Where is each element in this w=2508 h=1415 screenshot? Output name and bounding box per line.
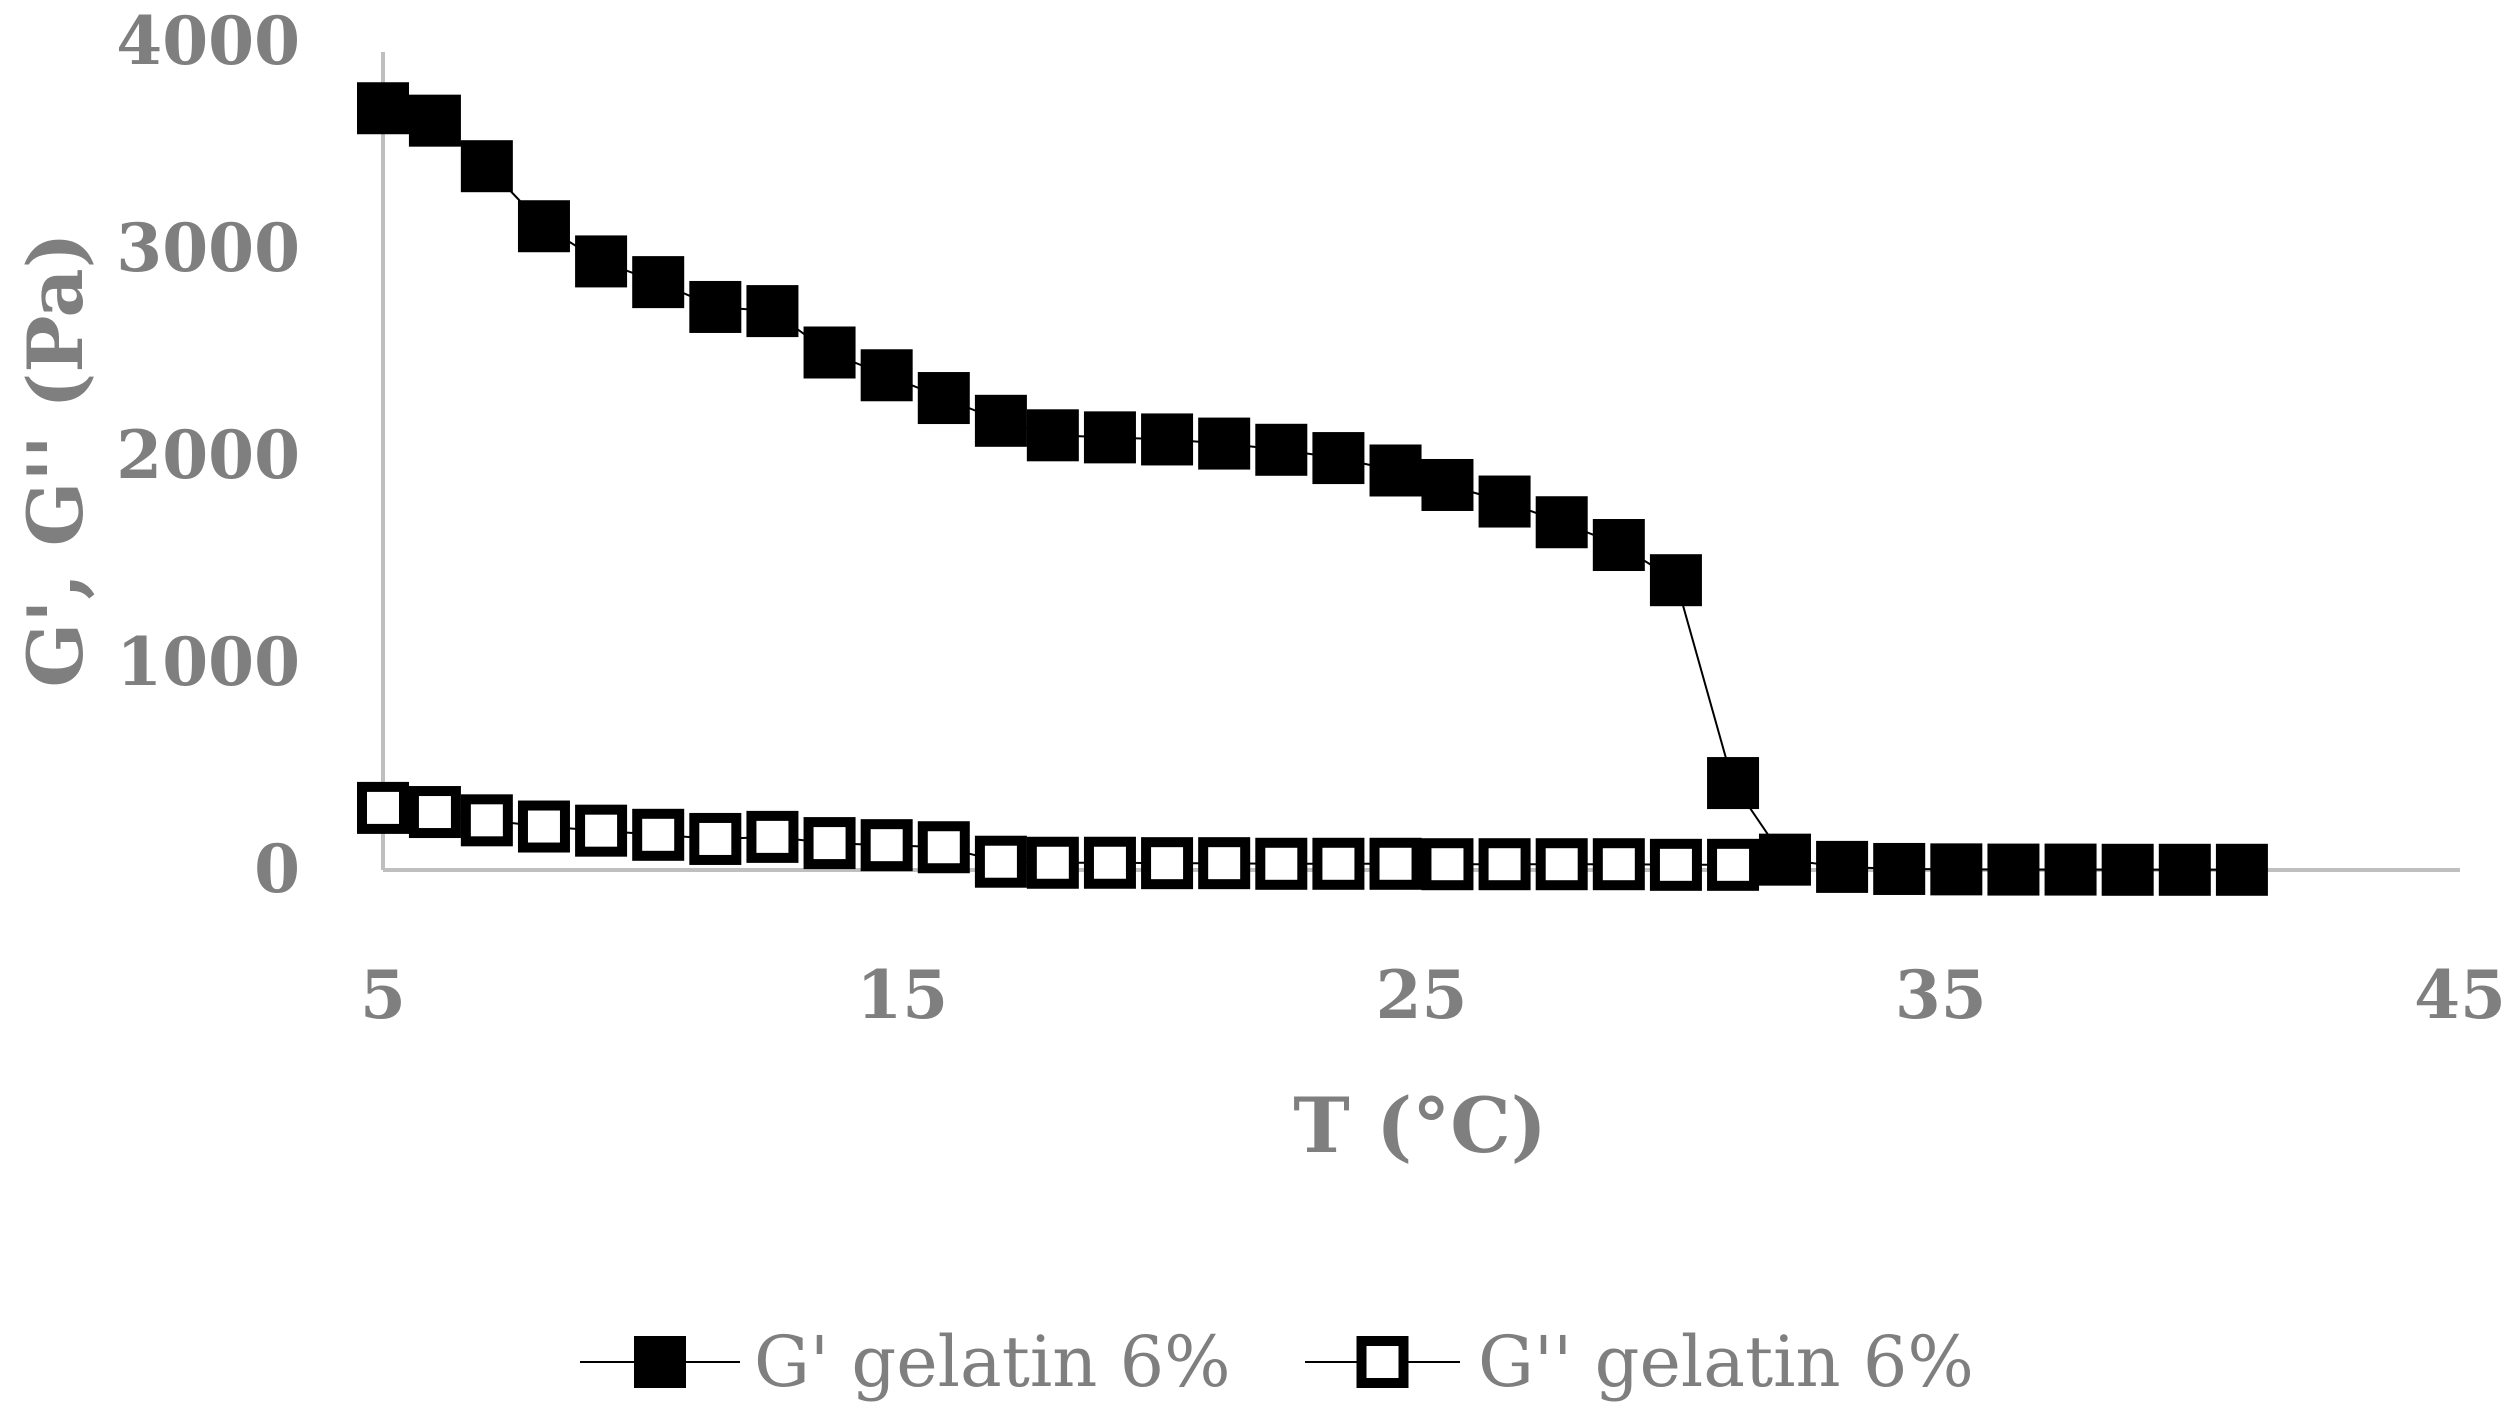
data-point	[357, 781, 409, 834]
y-tick-label: 1000	[116, 623, 300, 701]
data-point	[575, 804, 628, 857]
series-layer	[357, 82, 2268, 896]
data-point	[1758, 833, 1811, 886]
data-point	[1255, 423, 1308, 476]
data-point	[860, 349, 913, 402]
y-tick-label: 2000	[116, 416, 300, 494]
data-point	[575, 235, 628, 288]
data-point	[1369, 444, 1422, 497]
data-point	[1421, 838, 1474, 891]
legend-item: G' gelatin 6%	[580, 1321, 1231, 1403]
data-point	[1707, 757, 1760, 810]
data-point	[746, 285, 799, 338]
data-point	[917, 372, 970, 425]
data-point	[1478, 838, 1531, 891]
data-point	[860, 819, 913, 872]
data-point	[803, 326, 856, 379]
data-point	[1312, 837, 1365, 890]
data-point	[2101, 843, 2154, 896]
legend-label: G'' gelatin 6%	[1478, 1321, 1974, 1403]
data-point	[1141, 837, 1194, 890]
x-tick-label: 35	[1895, 956, 1987, 1034]
data-point	[2215, 843, 2268, 896]
data-point	[1026, 409, 1079, 462]
data-point	[1649, 838, 1702, 891]
data-point	[408, 94, 461, 147]
data-point	[1141, 413, 1194, 466]
data-point	[408, 786, 461, 839]
data-point	[689, 280, 742, 333]
data-point	[632, 808, 685, 861]
tick-labels: 5 15 25 35 45 0 1000 2000 3000 4000	[116, 2, 2506, 1034]
data-point	[1198, 837, 1251, 890]
data-point	[2044, 843, 2097, 896]
data-point	[1083, 836, 1136, 889]
data-point	[917, 821, 970, 874]
data-point	[1026, 836, 1079, 889]
y-tick-label: 0	[254, 830, 300, 908]
data-point	[1592, 519, 1645, 572]
data-point	[632, 256, 685, 309]
data-point	[460, 794, 513, 847]
x-tick-label: 45	[2414, 956, 2506, 1034]
data-point	[2158, 843, 2211, 896]
legend-item: G'' gelatin 6%	[1305, 1321, 1974, 1403]
data-point	[1649, 554, 1702, 607]
data-point	[1816, 840, 1869, 893]
data-point	[1083, 411, 1136, 464]
data-point	[1707, 838, 1760, 891]
legend: G' gelatin 6% G'' gelatin 6%	[580, 1321, 1974, 1403]
data-point	[1255, 837, 1308, 890]
data-point	[460, 140, 513, 193]
data-point	[1312, 432, 1365, 485]
data-point	[803, 817, 856, 870]
y-axis-title: G', G'' (Pa)	[11, 232, 100, 687]
series-g-prime	[357, 82, 2268, 896]
data-point	[1478, 475, 1531, 528]
data-point	[746, 810, 799, 863]
data-point	[974, 835, 1027, 888]
data-point	[1987, 843, 2040, 896]
data-point	[357, 82, 409, 135]
x-tick-label: 25	[1376, 956, 1468, 1034]
data-point	[1369, 837, 1422, 890]
x-axis-title: T (°C)	[1293, 1081, 1546, 1170]
data-point	[689, 812, 742, 865]
data-point	[517, 800, 570, 853]
series-g-double-prime	[357, 781, 1760, 891]
data-point	[1535, 838, 1588, 891]
series-line	[382, 107, 2242, 871]
data-point	[974, 394, 1027, 447]
data-point	[1535, 496, 1588, 549]
data-point	[1873, 842, 1926, 895]
y-tick-label: 4000	[116, 2, 300, 80]
data-point	[1930, 843, 1983, 896]
legend-label: G' gelatin 6%	[754, 1321, 1231, 1403]
y-tick-label: 3000	[116, 209, 300, 287]
data-point	[517, 200, 570, 253]
data-point	[1421, 458, 1474, 511]
legend-marker	[1356, 1336, 1409, 1388]
x-tick-label: 5	[360, 956, 406, 1034]
legend-marker	[634, 1336, 686, 1388]
data-point	[1198, 417, 1251, 470]
data-point	[1592, 838, 1645, 891]
x-tick-label: 15	[856, 956, 948, 1034]
